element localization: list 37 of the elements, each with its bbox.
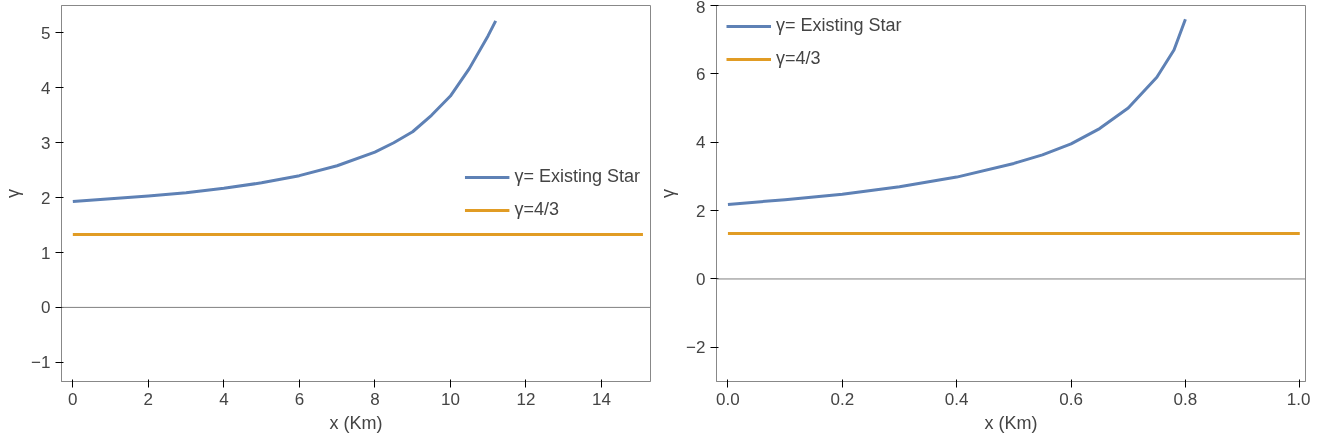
x-tick-label: 2 (143, 389, 154, 409)
x-axis-title: x (Km) (329, 412, 383, 433)
line-series (71, 19, 498, 203)
y-tick-label: 4 (696, 133, 706, 153)
x-tick-label: 8 (370, 389, 380, 409)
y-tick-label: 0 (696, 269, 706, 289)
x-tick-label: 0.0 (716, 389, 740, 409)
y-axis-title: γ (3, 189, 24, 198)
x-tick-label: 10 (440, 389, 460, 409)
line-series (726, 17, 1187, 206)
x-tick-label: 0.6 (1059, 389, 1083, 409)
x-tick-label: 0.8 (1173, 389, 1198, 409)
y-tick-label: 2 (41, 188, 51, 208)
y-tick-label: 2 (696, 201, 706, 221)
y-tick-label: −1 (31, 353, 51, 373)
y-tick-label: 8 (696, 0, 706, 17)
legend-label: γ=4/3 (776, 48, 821, 69)
x-axis-title: x (Km) (984, 412, 1038, 433)
x-tick-label: 6 (294, 389, 305, 409)
y-tick-label: 0 (41, 298, 51, 318)
x-tick-label: 0.2 (830, 389, 855, 409)
y-tick-label: 5 (41, 23, 51, 43)
legend-label: γ= Existing Star (776, 15, 902, 36)
y-tick-label: 1 (41, 243, 51, 263)
x-tick-label: 12 (516, 389, 536, 409)
x-tick-label: 0.4 (944, 389, 969, 409)
y-tick-label: −2 (686, 338, 706, 358)
y-tick-label: 6 (696, 64, 706, 84)
x-tick-label: 4 (219, 389, 229, 409)
y-tick-label: 3 (41, 133, 51, 153)
legend-label: γ=4/3 (514, 199, 559, 220)
y-tick-label: 4 (41, 78, 51, 98)
x-tick-label: 14 (591, 389, 611, 409)
y-axis-title: γ (658, 189, 679, 198)
x-tick-label: 0 (68, 389, 78, 409)
legend-label: γ= Existing Star (514, 166, 640, 187)
x-tick-label: 1.0 (1286, 389, 1311, 409)
